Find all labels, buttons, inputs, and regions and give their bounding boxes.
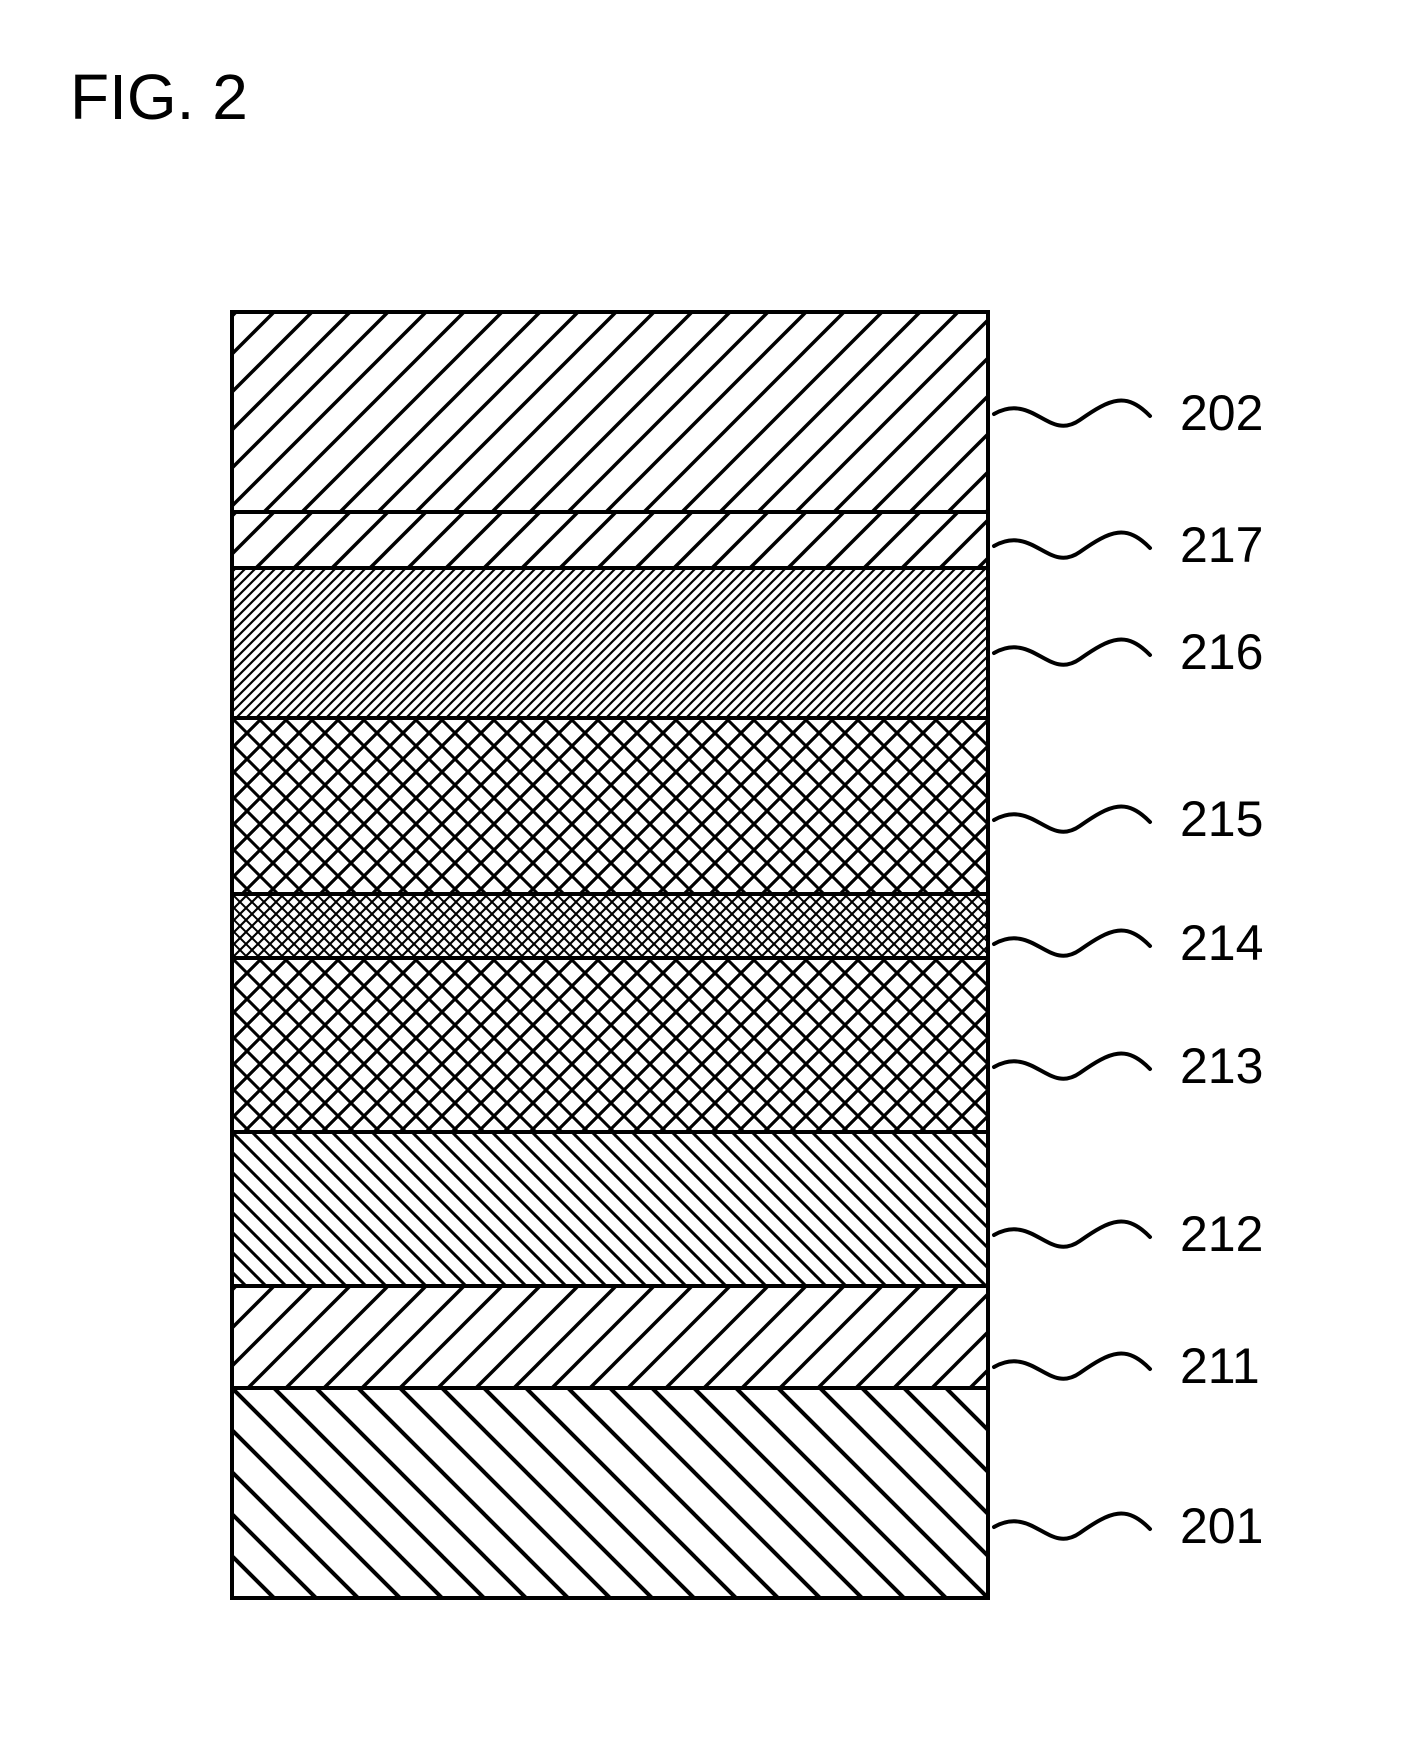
- layer-215: [234, 720, 986, 896]
- leader-217: [994, 533, 1150, 558]
- layer-214: [234, 896, 986, 960]
- label-214: 214: [1180, 914, 1263, 972]
- figure-page: FIG. 2 202 217 216 215 214 213 212 211 201: [0, 0, 1423, 1744]
- layer-212: [234, 1134, 986, 1288]
- label-212: 212: [1180, 1205, 1263, 1263]
- layer-202: [234, 314, 986, 514]
- leader-213: [994, 1054, 1150, 1079]
- layer-stack: [230, 310, 990, 1600]
- label-217: 217: [1180, 516, 1263, 574]
- leader-212: [994, 1222, 1150, 1247]
- label-211: 211: [1180, 1337, 1260, 1395]
- leader-211: [994, 1354, 1150, 1379]
- label-202: 202: [1180, 384, 1263, 442]
- figure-title: FIG. 2: [70, 60, 248, 134]
- leader-214: [994, 931, 1150, 956]
- leader-216: [994, 640, 1150, 665]
- label-213: 213: [1180, 1037, 1263, 1095]
- label-216: 216: [1180, 623, 1263, 681]
- leader-201: [994, 1514, 1150, 1539]
- label-201: 201: [1180, 1497, 1263, 1555]
- layer-211: [234, 1288, 986, 1390]
- layer-213: [234, 960, 986, 1134]
- layer-216: [234, 570, 986, 720]
- leader-202: [994, 401, 1150, 426]
- label-215: 215: [1180, 790, 1263, 848]
- layer-201: [234, 1390, 986, 1600]
- leader-215: [994, 807, 1150, 832]
- layer-217: [234, 514, 986, 570]
